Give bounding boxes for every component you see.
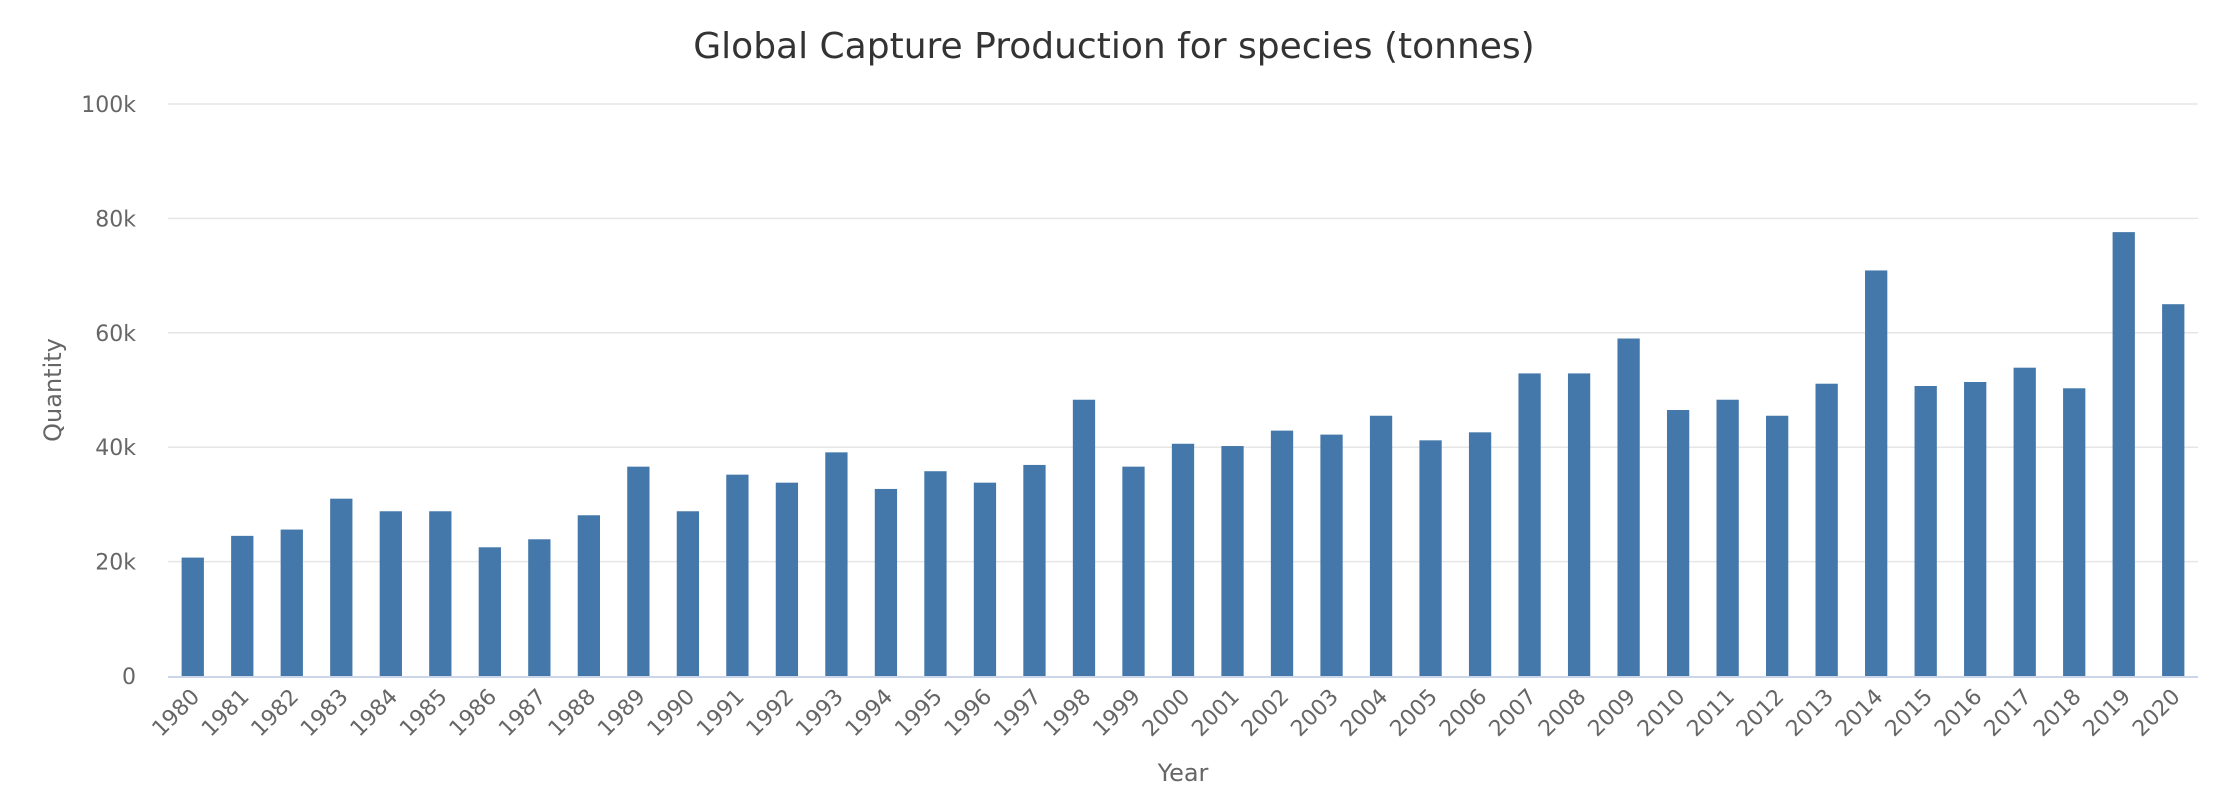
bar-2004[interactable]	[1369, 415, 1393, 676]
x-tick-label: 2016	[1930, 685, 1987, 742]
x-tick-label: 1999	[1088, 685, 1145, 742]
x-tick-label: 2010	[1633, 685, 1690, 742]
x-tick-label: 1983	[296, 685, 353, 742]
bar-2008[interactable]	[1567, 373, 1591, 676]
bar-1989[interactable]	[627, 466, 650, 676]
bar-1985[interactable]	[429, 511, 452, 676]
x-tick-label: 2008	[1534, 685, 1591, 742]
bar-2001[interactable]	[1221, 446, 1244, 676]
x-tick-label: 2018	[2029, 685, 2086, 742]
bar-2013[interactable]	[1815, 383, 1838, 676]
bar-2003[interactable]	[1320, 434, 1343, 676]
x-tick-label: 2004	[1336, 685, 1393, 742]
x-tick-label: 2012	[1732, 685, 1789, 742]
bar-1998[interactable]	[1072, 399, 1096, 676]
x-tick-label: 2002	[1237, 685, 1294, 742]
bar-1980[interactable]	[181, 557, 204, 676]
bar-1994[interactable]	[874, 488, 898, 676]
bar-2009[interactable]	[1617, 338, 1640, 676]
bar-2014[interactable]	[1865, 270, 1888, 676]
bar-1993[interactable]	[825, 452, 848, 676]
x-tick-label: 2000	[1138, 685, 1195, 742]
bar-1997[interactable]	[1023, 464, 1046, 676]
bar-2006[interactable]	[1468, 432, 1492, 676]
bar-2000[interactable]	[1171, 443, 1195, 676]
bar-1988[interactable]	[577, 515, 600, 676]
bar-1995[interactable]	[924, 471, 947, 676]
x-tick-label: 1987	[494, 685, 551, 742]
x-tick-label: 1991	[692, 685, 749, 742]
x-tick-label: 1981	[197, 685, 254, 742]
x-tick-label: 1985	[395, 685, 452, 742]
x-tick-label: 1984	[346, 685, 403, 742]
x-tick-label: 1989	[593, 685, 650, 742]
bar-2015[interactable]	[1914, 385, 1937, 676]
bar-2017[interactable]	[2013, 367, 2036, 676]
x-tick-label: 2011	[1683, 685, 1740, 742]
bar-2020[interactable]	[2162, 304, 2185, 676]
y-tick-label: 80k	[95, 207, 136, 232]
bar-1996[interactable]	[973, 482, 997, 676]
bar-1981[interactable]	[231, 535, 254, 676]
x-tick-label: 1980	[148, 685, 205, 742]
x-tick-label: 2009	[1584, 685, 1641, 742]
y-tick-label: 40k	[95, 436, 136, 461]
x-tick-label: 2001	[1187, 685, 1244, 742]
x-tick-label: 2017	[1980, 685, 2037, 742]
bar-2019[interactable]	[2112, 232, 2135, 677]
x-axis-title: Year	[1157, 759, 1209, 787]
bar-1987[interactable]	[528, 539, 551, 676]
bar-2018[interactable]	[2063, 388, 2086, 676]
bar-1991[interactable]	[726, 474, 749, 676]
bar-2002[interactable]	[1270, 430, 1294, 676]
x-tick-label: 1998	[1039, 685, 1096, 742]
x-tick-label: 2005	[1386, 685, 1443, 742]
y-axis-title: Quantity	[39, 338, 67, 442]
chart-title: Global Capture Production for species (t…	[693, 26, 1534, 67]
y-tick-label: 100k	[81, 93, 136, 118]
y-axis-ticks: 0 20k 40k 60k 80k 100k	[81, 93, 136, 690]
x-tick-label: 1996	[940, 685, 997, 742]
x-axis-ticks: 1980198119821983198419851986198719881989…	[148, 685, 2186, 742]
x-tick-label: 1982	[247, 685, 304, 742]
x-tick-label: 1993	[791, 685, 848, 742]
bar-2011[interactable]	[1716, 399, 1739, 676]
x-tick-label: 1988	[544, 685, 601, 742]
bar-1983[interactable]	[330, 498, 353, 676]
x-tick-label: 2020	[2128, 685, 2185, 742]
bar-2012[interactable]	[1766, 415, 1789, 676]
bar-1999[interactable]	[1122, 466, 1145, 676]
y-tick-label: 0	[122, 665, 136, 690]
bar-1986[interactable]	[478, 547, 501, 676]
bar-2007[interactable]	[1518, 373, 1541, 676]
bar-1992[interactable]	[775, 482, 799, 676]
x-tick-label: 2013	[1782, 685, 1839, 742]
grid-lines	[168, 103, 2198, 563]
bar-2010[interactable]	[1666, 410, 1690, 676]
bars	[181, 232, 2185, 677]
bar-1982[interactable]	[280, 529, 303, 676]
x-tick-label: 1994	[841, 685, 898, 742]
x-tick-label: 2014	[1831, 685, 1888, 742]
x-tick-label: 2019	[2079, 685, 2136, 742]
bar-1990[interactable]	[676, 511, 700, 676]
x-tick-label: 2007	[1485, 685, 1542, 742]
x-tick-label: 1990	[643, 685, 700, 742]
x-tick-label: 1992	[742, 685, 799, 742]
bar-2005[interactable]	[1419, 440, 1442, 676]
y-tick-label: 20k	[95, 551, 136, 576]
y-tick-label: 60k	[95, 322, 136, 347]
x-tick-label: 1986	[445, 685, 502, 742]
bar-1984[interactable]	[379, 511, 402, 676]
x-tick-label: 2015	[1881, 685, 1938, 742]
x-tick-label: 2006	[1435, 685, 1492, 742]
bar-2016[interactable]	[1964, 381, 1987, 676]
x-tick-label: 1997	[989, 685, 1046, 742]
x-tick-label: 1995	[890, 685, 947, 742]
x-tick-label: 2003	[1287, 685, 1344, 742]
